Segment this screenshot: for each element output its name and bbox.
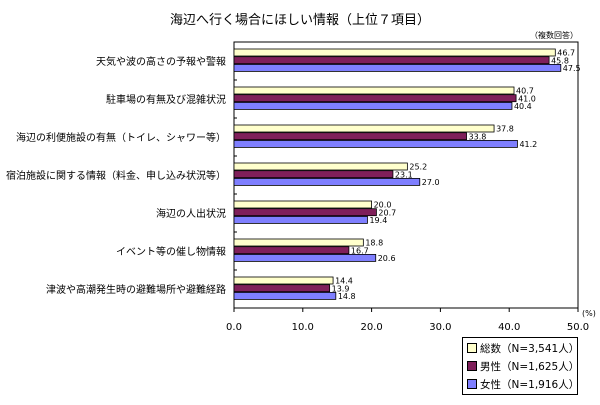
bar [233,253,377,262]
bar [233,284,331,293]
bar [233,124,495,133]
x-tick-label: 0.0 [226,322,242,333]
legend-label-female: 女性（N=1,916人） [480,378,580,391]
bar [233,139,518,148]
category-label: 天気や波の高さの予報や警報 [96,55,226,68]
category-label: 駐車場の有無及び混雑状況 [106,93,226,106]
legend-item-male: 男性（N=1,625人） [467,359,579,373]
bar [233,215,368,224]
data-label: 20.6 [378,254,396,263]
chart-title: 海辺へ行く場合にほしい情報（上位７項目） [170,13,430,28]
category-label: 海辺の利便施設の有無（トイレ、シャワー等） [16,131,226,144]
bar [233,86,515,95]
bar [233,162,408,171]
data-label: 14.8 [338,292,356,301]
data-label: 45.8 [551,56,569,65]
data-label: 33.8 [469,132,487,141]
bar [233,276,334,285]
legend: 総数（N=3,541人） 男性（N=1,625人） 女性（N=1,916人） [462,337,579,395]
bar [233,64,562,72]
data-label: 16.7 [351,246,369,255]
category-label: イベント等の催し物情報 [116,245,226,258]
bar [233,208,377,217]
bar [233,291,337,300]
x-unit-label: (%) [582,309,596,318]
bar [233,177,421,186]
data-label: 37.8 [496,125,514,134]
x-tick-label: 30.0 [429,322,451,333]
category-label: 海辺の人出状況 [156,207,226,220]
legend-label-total: 総数（N=3,541人） [480,342,580,355]
data-label: 20.7 [378,208,396,217]
data-label: 47.5 [563,64,581,73]
data-label: 40.4 [514,102,532,111]
data-label: 19.4 [369,216,387,225]
data-label: 14.4 [335,277,353,286]
data-label: 41.0 [518,94,536,103]
data-label: 13.9 [332,284,350,293]
data-label: 25.2 [409,163,427,172]
bar [233,132,467,141]
legend-swatch-female [467,379,477,389]
bar [233,200,373,209]
legend-label-male: 男性（N=1,625人） [480,360,580,373]
legend-swatch-male [467,361,477,371]
category-label: 宿泊施設に関する情報（料金、申し込み状況等） [6,169,226,182]
legend-swatch-total [467,343,477,353]
x-tick-label: 50.0 [567,322,589,333]
bar [233,94,517,103]
chart-note: （複数回答） [530,30,578,40]
data-label: 18.8 [365,239,383,248]
data-label: 20.0 [374,201,392,210]
x-tick-label: 10.0 [292,322,314,333]
legend-item-female: 女性（N=1,916人） [467,377,579,391]
bar [233,56,550,65]
bar [233,102,513,110]
data-label: 46.7 [557,49,575,58]
x-tick-label: 40.0 [498,322,520,333]
bar [233,170,394,179]
bar [233,246,350,255]
bar [233,238,364,247]
data-label: 41.2 [519,140,537,149]
data-label: 40.7 [516,87,534,96]
data-label: 23.1 [395,170,413,179]
legend-item-total: 総数（N=3,541人） [467,341,579,355]
x-tick-label: 20.0 [360,322,382,333]
category-label: 津波や高潮発生時の避難場所や避難経路 [46,283,226,296]
data-label: 27.0 [422,178,440,187]
bar [233,48,556,57]
